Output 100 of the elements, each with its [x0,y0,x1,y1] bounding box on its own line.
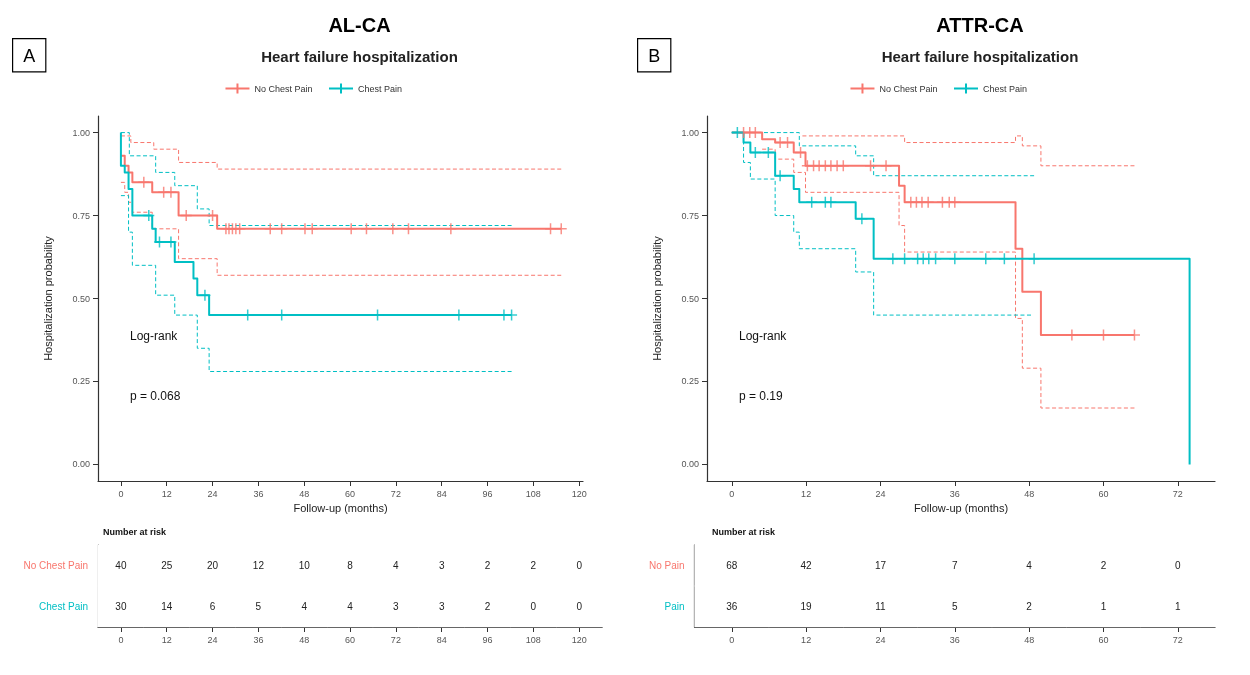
x-tick-label: 0 [729,634,735,645]
data-label: 40 [115,560,127,571]
x-tick-label: 36 [949,634,960,645]
y-tick-label: 0.75 [681,210,699,221]
data-label: 0 [530,601,537,612]
data-label: 4 [1026,560,1033,571]
data-label: 5 [255,601,262,612]
x-tick-label: 12 [801,634,812,645]
chart-title: Number at risk [712,526,777,537]
x-tick-label: 24 [875,634,886,645]
data-label: 2 [484,601,491,612]
chart-title: ATTR-CA [936,14,1024,36]
data-label: 0 [1175,560,1182,571]
data-label: 19 [800,601,813,612]
chart-subtitle: Heart failure hospitalization [261,48,458,65]
y-axis-title: Hospitalization probability [650,235,663,361]
y-tick-label: 0.50 [681,293,699,304]
data-label: 36 [726,601,738,612]
x-tick-label: 0 [118,634,124,645]
data-label: 0 [576,560,583,571]
data-label: 17 [874,560,887,571]
data-label: 2 [530,560,537,571]
data-label: 3 [438,560,445,571]
data-label: 30 [115,601,127,612]
x-tick-label: 72 [1172,488,1183,499]
y-tick-label: 0.25 [72,376,90,387]
x-axis-title: Follow-up (months) [293,502,388,515]
x-tick-label: 108 [525,488,541,499]
x-tick-label: 0 [729,488,735,499]
data-label: 10 [298,560,311,571]
y-tick-label: 1.00 [681,127,699,138]
x-tick-label: 24 [207,488,218,499]
x-tick-label: 120 [571,488,587,499]
annotation: p = 0.068 [130,389,181,403]
legend-label: No Chest Pain [879,83,938,94]
data-label: 3 [393,601,400,612]
x-tick-label: 12 [801,488,812,499]
x-tick-label: 24 [875,488,886,499]
y-tick-label: 0.00 [72,459,90,470]
data-label: 2 [1026,601,1033,612]
data-label: 0 [576,601,583,612]
annotation: Log-rank [130,329,179,343]
data-label: 2 [484,560,491,571]
x-tick-label: 120 [571,634,587,645]
x-tick-label: 60 [345,488,356,499]
y-tick-label: No Chest Pain [23,560,88,571]
legend-label: Chest Pain [358,83,403,94]
x-tick-label: 60 [1098,488,1109,499]
x-tick-label: 12 [161,634,172,645]
data-label: 11 [875,601,887,612]
chart-title: AL-CA [328,14,391,36]
legend-label: Chest Pain [983,83,1028,94]
data-label: 7 [952,560,959,571]
data-label: 4 [301,601,308,612]
data-label: 5 [952,601,959,612]
data-label: 1 [1100,601,1107,612]
y-tick-label: Pain [664,601,685,612]
data-label: 14 [161,601,173,612]
text: B [648,46,661,67]
x-axis-title: Follow-up (months) [913,502,1009,515]
x-tick-label: 96 [482,488,493,499]
annotation: Log-rank [739,329,788,343]
annotation: p = 0.19 [739,389,784,403]
x-tick-label: 0 [118,488,124,499]
data-label: 4 [347,601,354,612]
x-tick-label: 60 [345,634,356,645]
data-label: 1 [1175,601,1182,612]
x-tick-label: 36 [253,634,264,645]
x-tick-label: 24 [207,634,218,645]
x-tick-label: 72 [390,488,401,499]
x-tick-label: 36 [253,488,264,499]
data-label: 8 [347,560,354,571]
y-tick-label: 0.25 [681,376,699,387]
x-tick-label: 48 [299,634,310,645]
x-tick-label: 108 [525,634,541,645]
data-label: 6 [209,601,216,612]
y-tick-label: Chest Pain [39,601,88,612]
y-tick-label: 0.50 [72,293,90,304]
y-tick-label: 0.75 [72,210,90,221]
x-tick-label: 48 [1024,488,1035,499]
data-label: 2 [1100,560,1107,571]
legend-label: No Chest Pain [254,83,313,94]
x-tick-label: 48 [299,488,310,499]
chart-title: Number at risk [103,526,168,537]
data-label: 25 [161,560,173,571]
data-label: 20 [207,560,219,571]
y-tick-label: 1.00 [72,127,90,138]
x-tick-label: 36 [949,488,960,499]
x-tick-label: 84 [436,488,447,499]
chart-subtitle: Heart failure hospitalization [881,48,1079,65]
data-label: 3 [438,601,445,612]
y-tick-label: No Pain [649,560,685,571]
data-label: 4 [393,560,400,571]
y-tick-label: 0.00 [681,459,699,470]
x-tick-label: 12 [161,488,172,499]
text: A [23,46,36,67]
data-label: 42 [800,560,813,571]
x-tick-label: 72 [1172,634,1183,645]
x-tick-label: 96 [482,634,493,645]
x-tick-label: 48 [1024,634,1035,645]
